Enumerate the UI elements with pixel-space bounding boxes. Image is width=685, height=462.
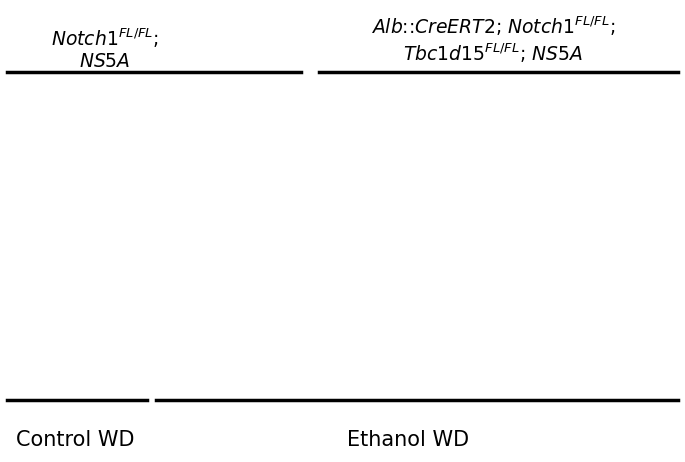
Text: Ethanol WD: Ethanol WD <box>347 430 469 450</box>
Text: $\it{Tbc1d15}^{\it{FL/FL}}$; $\it{NS5A}$: $\it{Tbc1d15}^{\it{FL/FL}}$; $\it{NS5A}$ <box>403 42 583 65</box>
Text: Control WD: Control WD <box>16 430 134 450</box>
Text: $\it{NS5A}$: $\it{NS5A}$ <box>79 52 131 71</box>
Bar <box>3 74 680 390</box>
Text: $\it{Notch1}^{\it{FL/FL}}$;: $\it{Notch1}^{\it{FL/FL}}$; <box>51 27 159 50</box>
Text: $\it{Alb}$::$\it{CreERT2}$; $\it{Notch1}^{\it{FL/FL}}$;: $\it{Alb}$::$\it{CreERT2}$; $\it{Notch1}… <box>371 15 615 38</box>
